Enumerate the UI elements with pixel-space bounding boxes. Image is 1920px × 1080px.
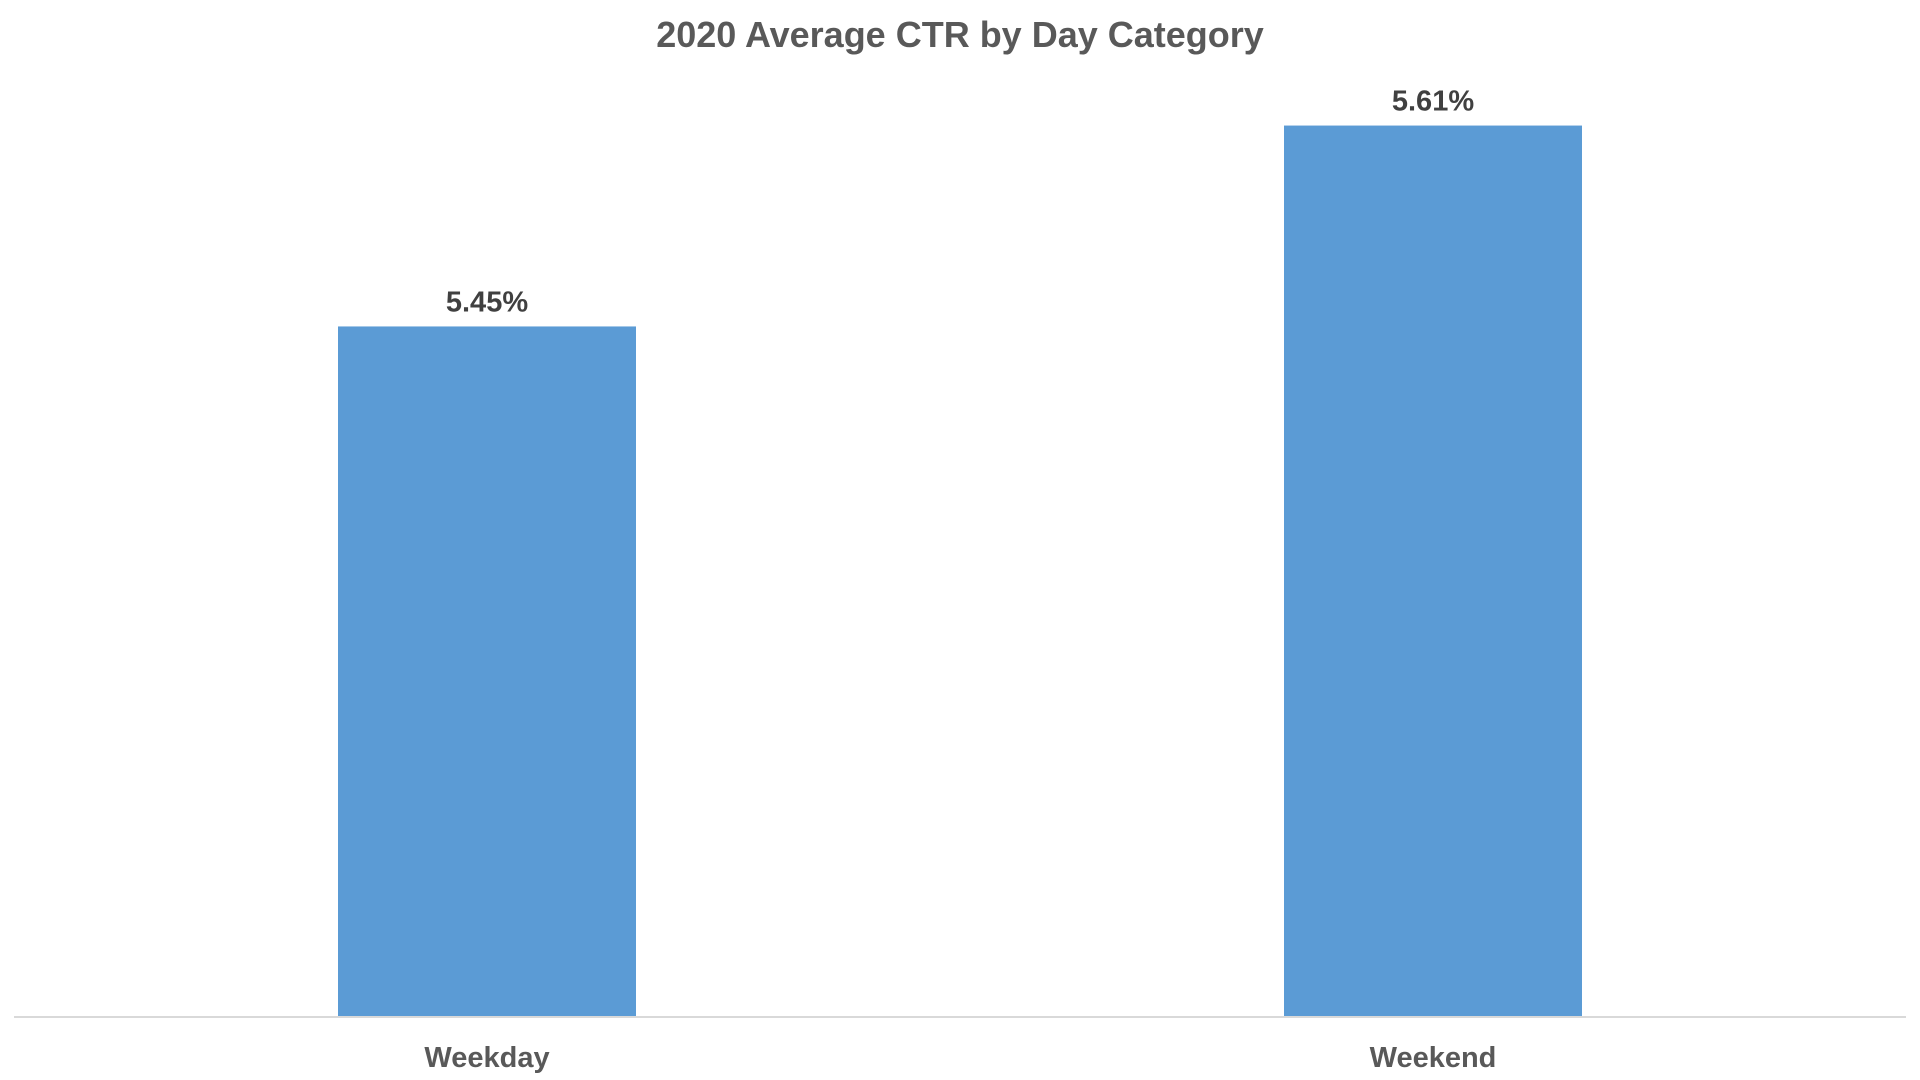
data-label-weekday: 5.45% [446,286,528,318]
labels-group: 5.45% Weekday 5.61% Weekend [424,86,1496,1074]
x-tick-label-weekend: Weekend [1370,1042,1497,1074]
bars-group [338,125,1582,1018]
x-tick-label-weekday: Weekday [424,1042,549,1074]
bar-weekend [1284,125,1582,1018]
data-label-weekend: 5.61% [1392,86,1474,118]
chart-title: 2020 Average CTR by Day Category [656,14,1264,55]
bar-weekday [338,326,636,1017]
